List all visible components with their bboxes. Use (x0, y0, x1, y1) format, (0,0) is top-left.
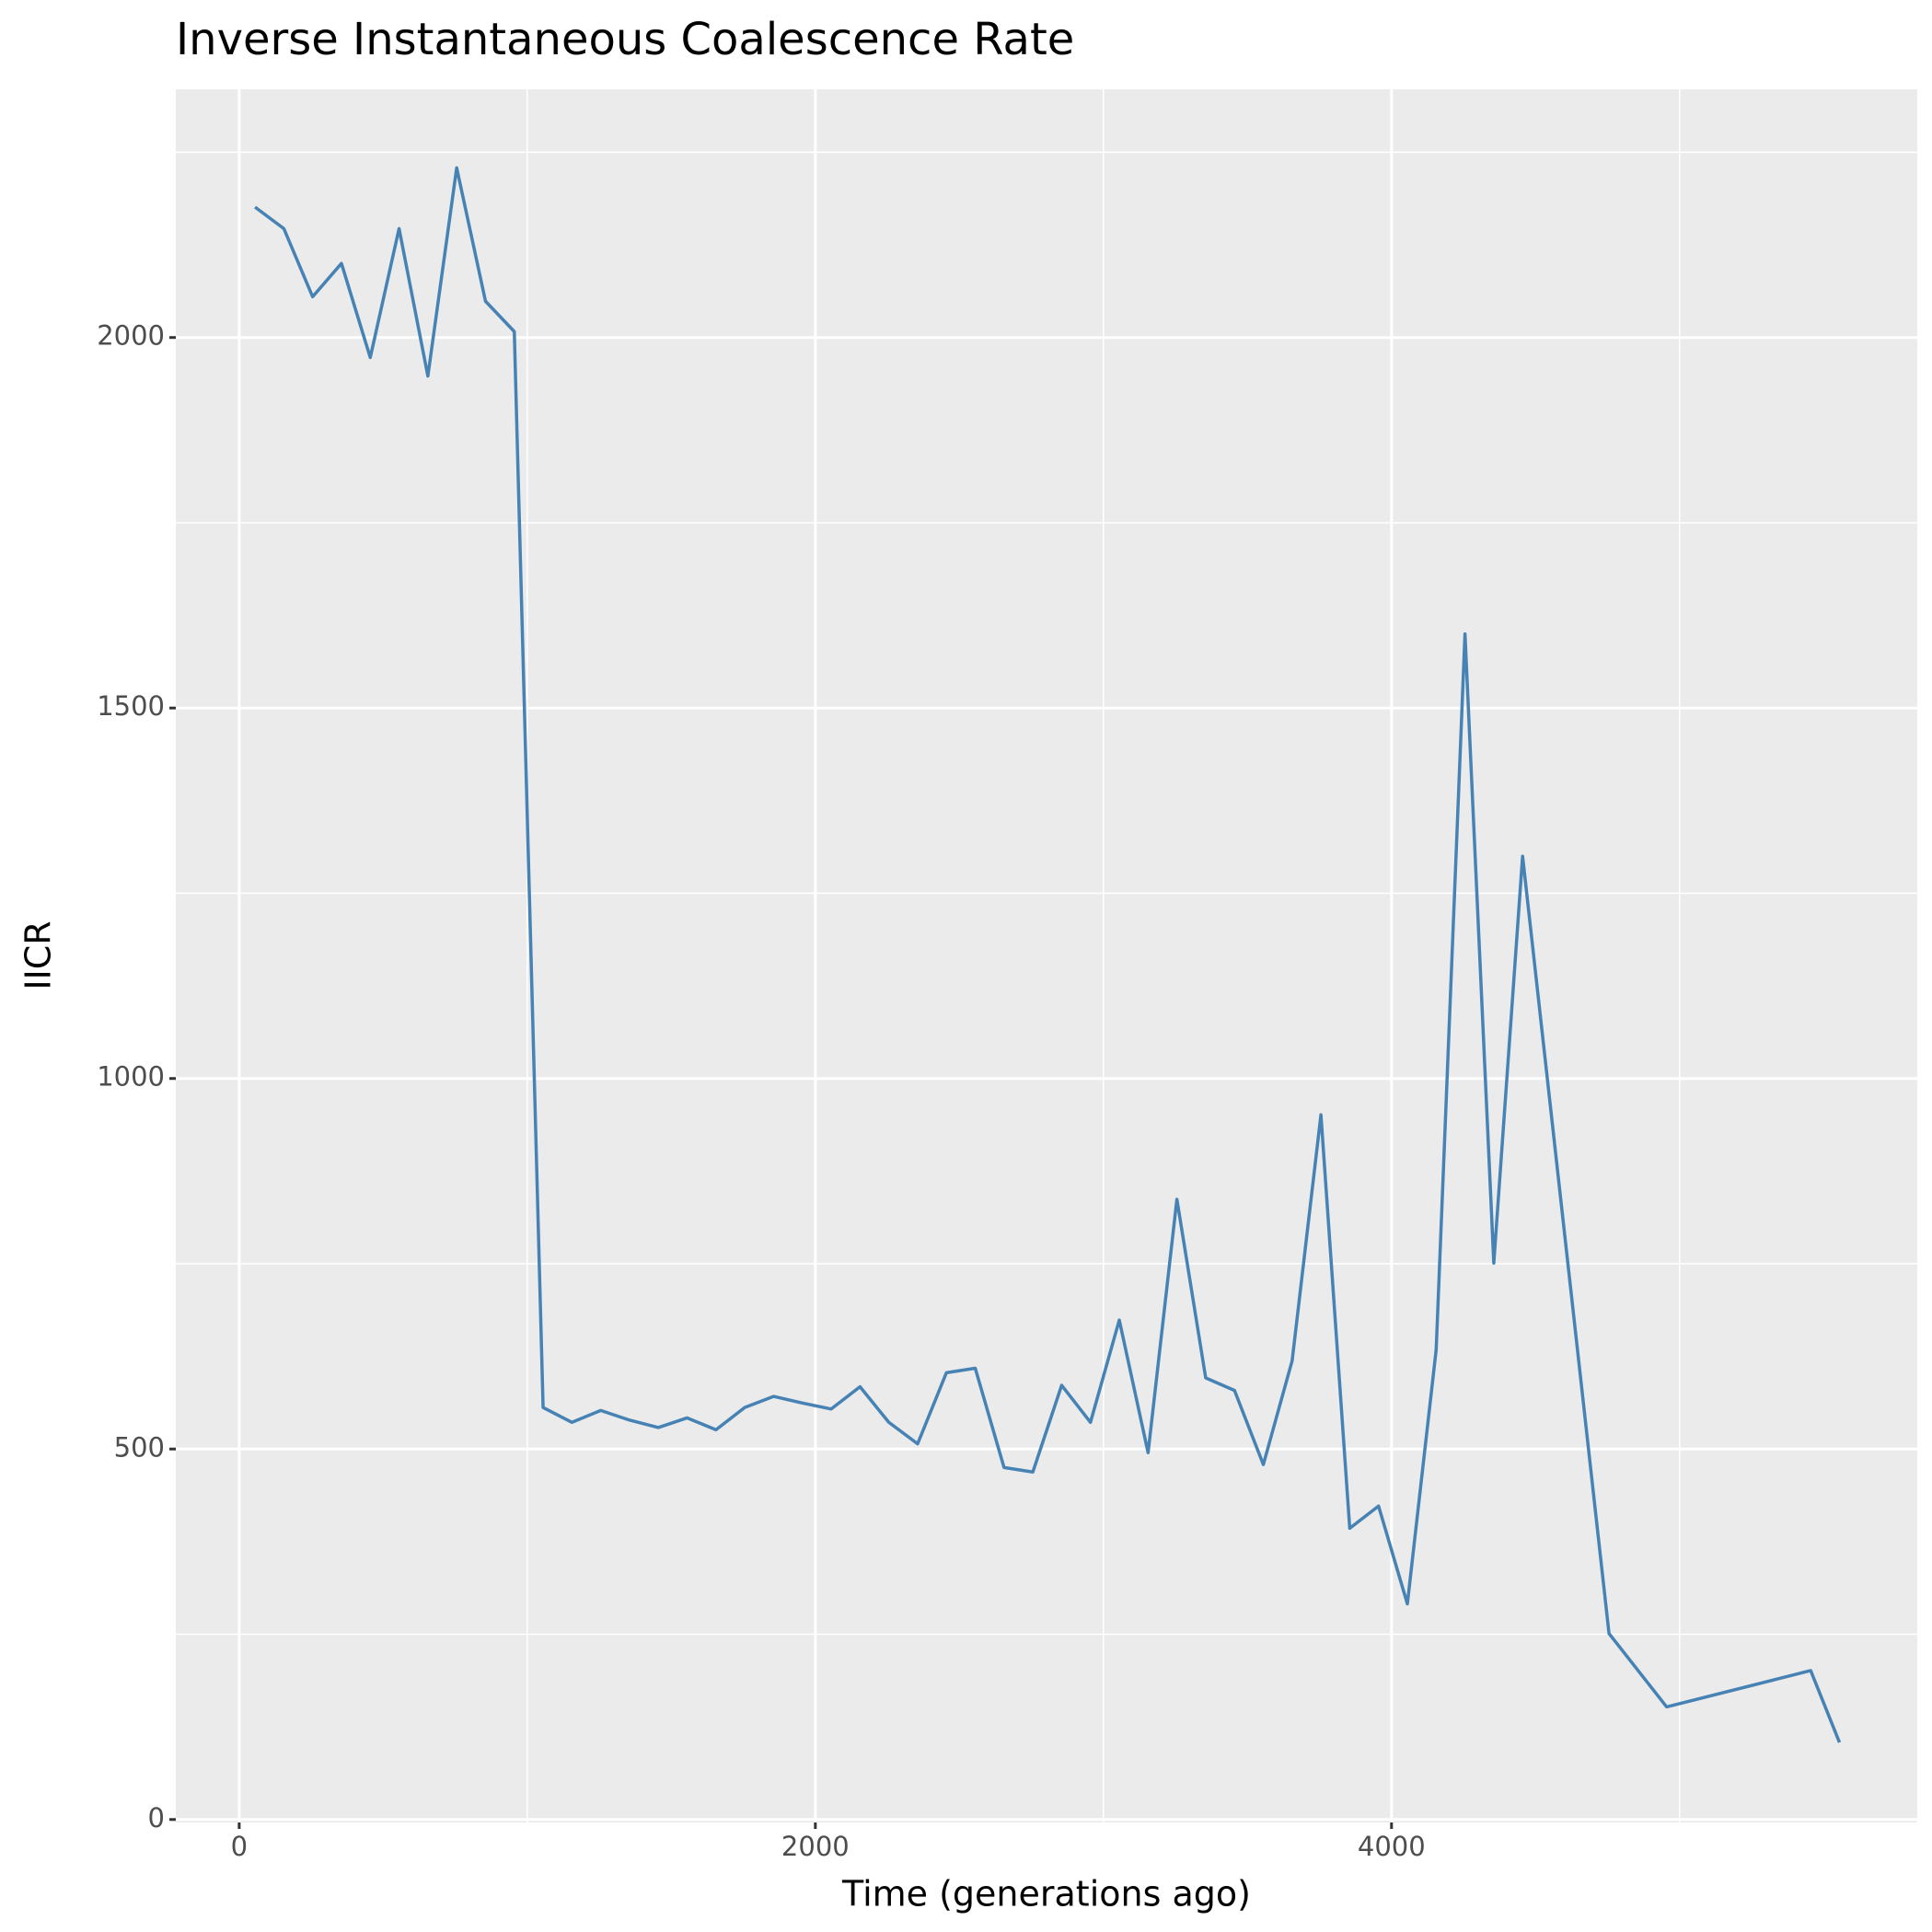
y-axis-title: IICR (18, 920, 59, 989)
y-tick-label: 2000 (97, 320, 165, 352)
x-tick-label: 0 (231, 1831, 248, 1862)
y-tick-label: 0 (148, 1802, 165, 1834)
x-tick-label: 4000 (1358, 1831, 1426, 1862)
x-axis-title: Time (generations ago) (841, 1874, 1251, 1915)
x-tick-label: 2000 (781, 1831, 850, 1862)
y-tick-label: 500 (114, 1431, 165, 1463)
y-tick-label: 1500 (97, 690, 165, 722)
y-tick-label: 1000 (97, 1061, 165, 1093)
chart-title: Inverse Instantaneous Coalescence Rate (176, 14, 1074, 65)
data-line (254, 166, 1842, 1743)
plot-panel (176, 89, 1917, 1822)
